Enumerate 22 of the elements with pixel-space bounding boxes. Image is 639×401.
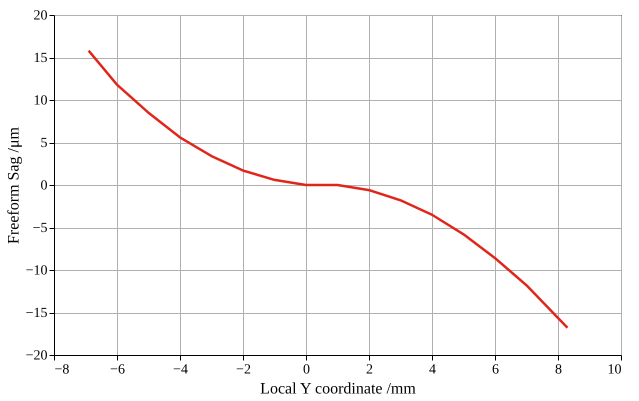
y-axis-title: Freeform Sag /μm (6, 126, 23, 244)
x-tick-label: 4 (429, 362, 436, 378)
y-tick-label: 0 (40, 178, 48, 194)
x-tick-label: 2 (366, 362, 373, 378)
y-tick-label: −5 (32, 221, 48, 236)
x-tick-label: −6 (110, 362, 125, 378)
y-tick-label: −10 (26, 264, 48, 278)
y-tick-label: −15 (26, 306, 48, 321)
line-series (87, 49, 569, 330)
x-tick-label: 8 (555, 362, 562, 378)
y-tick-label: 20 (34, 8, 48, 24)
y-tick-label: 10 (34, 94, 48, 108)
x-tick-label: −4 (173, 362, 188, 378)
x-tick-label: 0 (303, 362, 310, 378)
y-tick-label: −20 (26, 348, 48, 364)
y-tick-label: 15 (34, 51, 48, 66)
y-tick-label: 5 (40, 136, 48, 151)
x-tick-label: −2 (236, 362, 251, 378)
x-tick-label: 10 (608, 362, 622, 378)
x-tick-label: 6 (492, 362, 499, 378)
x-tick-label: −8 (54, 362, 70, 378)
x-axis-title: Local Y coordinate /mm (260, 380, 416, 398)
